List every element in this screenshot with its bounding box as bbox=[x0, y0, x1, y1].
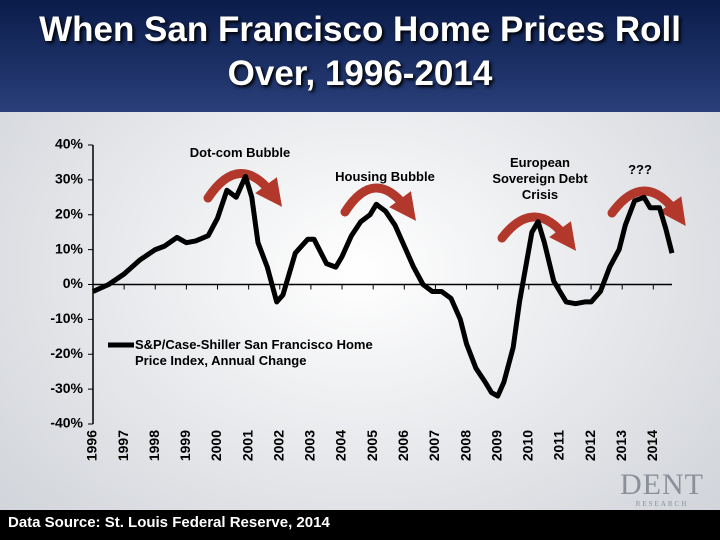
x-tick-label: 2006 bbox=[395, 430, 411, 461]
y-tick-label: -20% bbox=[50, 345, 83, 361]
x-tick-label: 2008 bbox=[457, 430, 473, 461]
y-tick-label: -30% bbox=[50, 380, 83, 396]
annotation: Housing Bubble bbox=[335, 169, 435, 184]
annotation: European Sovereign Debt Crisis bbox=[492, 155, 588, 202]
arrow bbox=[607, 186, 686, 227]
y-tick-label: 30% bbox=[55, 171, 84, 187]
x-tick-label: 2012 bbox=[582, 430, 598, 461]
arrow bbox=[340, 183, 416, 221]
x-tick-label: 2011 bbox=[551, 430, 567, 461]
line bbox=[91, 173, 675, 399]
logo: DENT RESEARCH bbox=[612, 468, 712, 509]
legend-label: S&P/Case-Shiller San Francisco Home Pric… bbox=[135, 337, 373, 368]
arrow bbox=[203, 169, 283, 207]
x-tick-label: 1999 bbox=[177, 430, 193, 461]
x-tick-label: 2000 bbox=[208, 430, 224, 461]
logo-name: DENT bbox=[620, 468, 704, 501]
logo-tagline: RESEARCH bbox=[635, 500, 689, 508]
x-tick-label: 2009 bbox=[488, 430, 504, 461]
x-tick-label: 2010 bbox=[520, 430, 536, 461]
x-tick-label: 2005 bbox=[364, 430, 380, 461]
source: Data Source: St. Louis Federal Reserve, … bbox=[8, 514, 330, 531]
x-tick-label: 1997 bbox=[115, 430, 131, 461]
annotation: ??? bbox=[628, 162, 652, 177]
title-band bbox=[0, 0, 720, 112]
y-tick-label: -10% bbox=[50, 310, 83, 326]
y-tick-label: 0% bbox=[63, 275, 84, 291]
y-tick-label: 20% bbox=[55, 205, 84, 221]
arrow bbox=[497, 212, 576, 251]
x-tick-label: 2014 bbox=[644, 430, 660, 461]
y-tick-label: -40% bbox=[50, 415, 83, 431]
x-tick-label: 1998 bbox=[146, 430, 162, 461]
annotation: Dot-com Bubble bbox=[189, 145, 291, 160]
x-tick-label: 1996 bbox=[84, 430, 100, 461]
x-tick-label: 2007 bbox=[426, 430, 442, 461]
title: When San Francisco Home Prices Roll Over… bbox=[39, 10, 681, 93]
x-tick-label: 2003 bbox=[302, 430, 318, 461]
footer-band bbox=[0, 510, 720, 540]
y-tick-label: 40% bbox=[55, 136, 84, 152]
x-tick-label: 2001 bbox=[239, 430, 255, 461]
x-tick-label: 2004 bbox=[333, 430, 349, 461]
arrows bbox=[203, 169, 686, 251]
y-tick-label: 10% bbox=[55, 240, 84, 256]
x-tick-label: 2002 bbox=[270, 430, 286, 461]
x-tick-label: 2013 bbox=[613, 430, 629, 461]
